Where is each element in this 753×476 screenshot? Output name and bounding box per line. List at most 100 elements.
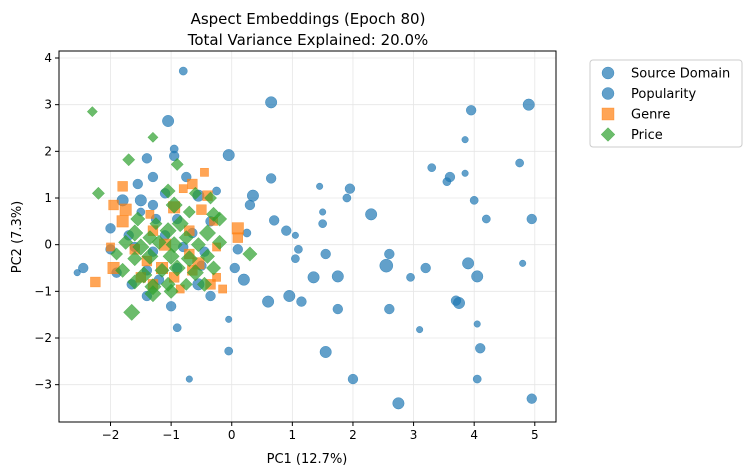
price-point — [206, 206, 222, 222]
price-point — [91, 186, 105, 200]
price-point — [149, 217, 163, 231]
price-point — [110, 247, 124, 261]
source-domain-point — [462, 257, 475, 270]
price-point — [115, 262, 131, 278]
genre-point — [187, 178, 198, 190]
price-point — [206, 260, 222, 276]
source-domain-point — [141, 153, 153, 164]
source-domain-point — [475, 343, 486, 354]
price-point — [178, 230, 194, 246]
price-point — [180, 250, 198, 268]
source-domain-point — [316, 182, 324, 190]
price-point — [186, 264, 204, 282]
source-domain-point — [519, 259, 527, 267]
price-point — [122, 153, 136, 167]
source-domain-point — [262, 295, 275, 308]
source-domain-point — [471, 270, 484, 283]
x-tick-label: 0 — [228, 428, 236, 442]
source-domain-point — [342, 193, 352, 203]
source-domain-point — [224, 346, 234, 356]
price-point — [147, 131, 159, 143]
price-point — [135, 266, 153, 284]
source-domain-point — [134, 194, 147, 207]
source-domain-point — [526, 213, 537, 225]
source-domain-point — [265, 96, 278, 109]
price-point — [188, 186, 202, 200]
genre-point — [231, 222, 244, 235]
legend-marker-popularity — [601, 87, 615, 100]
source-domain-point — [365, 208, 378, 221]
price-point — [196, 276, 212, 292]
source-domain-point — [165, 301, 177, 312]
price-point — [132, 238, 150, 256]
source-domain-point — [473, 320, 481, 328]
source-domain-point — [465, 105, 477, 116]
chart-subtitle: Total Variance Explained: 20.0% — [187, 31, 429, 49]
x-tick-label: 5 — [531, 428, 539, 442]
chart-title: Aspect Embeddings (Epoch 80) — [191, 10, 426, 28]
source-domain-point — [242, 228, 252, 238]
price-point — [127, 274, 143, 290]
source-domain-point — [294, 244, 303, 254]
source-domain-point — [205, 290, 216, 302]
source-domain-point — [147, 199, 159, 211]
price-point — [165, 196, 183, 214]
source-domain-point — [344, 183, 356, 194]
price-point — [179, 277, 193, 291]
y-tick-label: −3 — [34, 378, 52, 392]
source-domain-point — [319, 208, 327, 216]
legend: Source Domain Popularity Genre Price — [589, 59, 743, 148]
legend-label-price: Price — [631, 128, 663, 143]
y-tick-label: 3 — [44, 98, 52, 112]
genre-point — [119, 203, 132, 216]
y-tick-label: −2 — [34, 331, 52, 345]
source-domain-point — [229, 262, 240, 274]
source-domain-point — [469, 195, 479, 205]
source-domain-point — [442, 177, 452, 187]
price-point — [160, 183, 176, 199]
source-domain-point — [281, 225, 292, 236]
source-domain-point — [244, 199, 256, 211]
genre-point — [90, 276, 101, 288]
source-domain-point — [472, 374, 482, 384]
source-domain-point — [291, 231, 299, 239]
price-point — [151, 234, 167, 250]
price-point — [168, 259, 186, 277]
source-domain-point — [105, 223, 116, 234]
genre-point — [218, 284, 227, 294]
price-point — [130, 211, 146, 227]
source-domain-point — [416, 326, 424, 334]
genre-point — [232, 232, 243, 243]
source-domain-point — [212, 186, 221, 196]
source-domain-point — [427, 163, 437, 173]
price-point — [198, 224, 217, 242]
source-domain-point — [265, 173, 277, 184]
source-domain-point — [237, 273, 250, 286]
source-domain-point — [78, 262, 89, 274]
y-tick-label: −1 — [34, 284, 52, 298]
source-domain-point — [185, 375, 193, 383]
price-point — [159, 222, 177, 240]
x-tick-label: 4 — [470, 428, 478, 442]
source-domain-point — [268, 215, 280, 226]
legend-box — [589, 59, 743, 148]
source-domain-point — [172, 323, 182, 333]
source-domain-point — [461, 136, 469, 144]
price-point — [142, 230, 158, 246]
source-domain-point — [232, 244, 243, 255]
source-domain-point — [147, 171, 159, 183]
x-tick-label: 3 — [410, 428, 418, 442]
legend-marker-source-domain — [601, 66, 615, 80]
source-domain-point — [132, 178, 143, 190]
price-point — [162, 247, 180, 265]
price-point — [118, 234, 134, 250]
legend-label-source-domain: Source Domain — [631, 67, 730, 82]
genre-point — [116, 215, 129, 228]
source-domain-point — [296, 296, 307, 307]
source-domain-point — [319, 346, 332, 358]
source-domain-point — [347, 373, 359, 385]
y-tick-label: 1 — [44, 191, 52, 205]
price-point — [163, 283, 179, 299]
source-domain-point — [453, 297, 466, 309]
